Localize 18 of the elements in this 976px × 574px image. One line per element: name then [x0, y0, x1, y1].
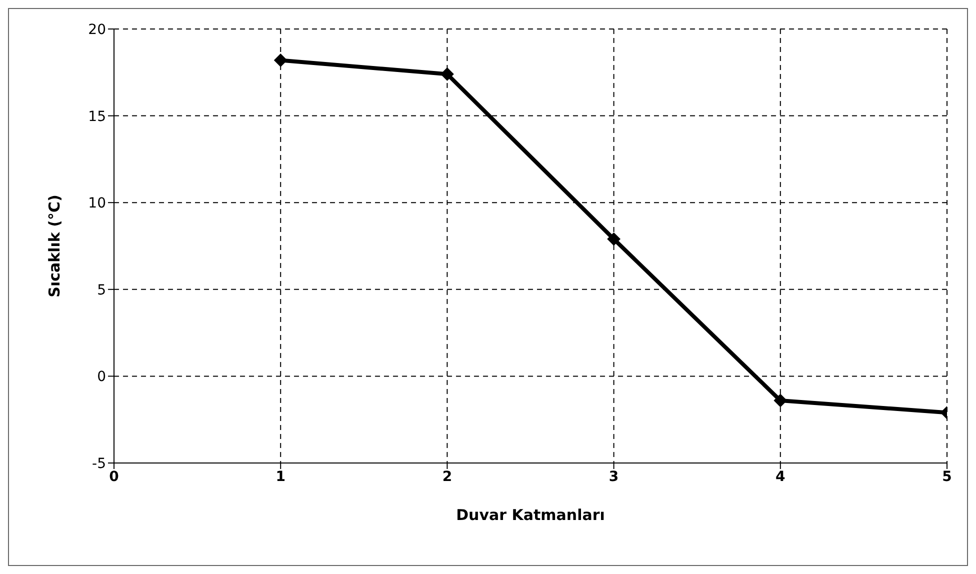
x-axis-title: Duvar Katmanları — [456, 506, 605, 524]
point — [607, 232, 620, 246]
y-tick-label: 0 — [97, 369, 106, 386]
y-tick-label: 20 — [88, 22, 106, 38]
y-tick-label: 15 — [88, 108, 106, 125]
x-tick-label: 3 — [608, 468, 619, 485]
y-tick-label: 5 — [97, 282, 106, 298]
x-tick-label: 1 — [276, 468, 286, 485]
point — [274, 54, 288, 67]
x-tick-label: 4 — [776, 468, 786, 485]
point — [440, 68, 454, 81]
x-tick-label: 2 — [442, 468, 452, 485]
point — [774, 394, 787, 408]
y-tick-label: 10 — [88, 196, 106, 212]
y-tick-label: -5 — [92, 456, 106, 472]
x-tick-label: 0 — [109, 468, 120, 485]
x-tick-label: 5 — [942, 468, 952, 485]
y-axis-title: Sıcaklık (°C) — [45, 194, 64, 298]
